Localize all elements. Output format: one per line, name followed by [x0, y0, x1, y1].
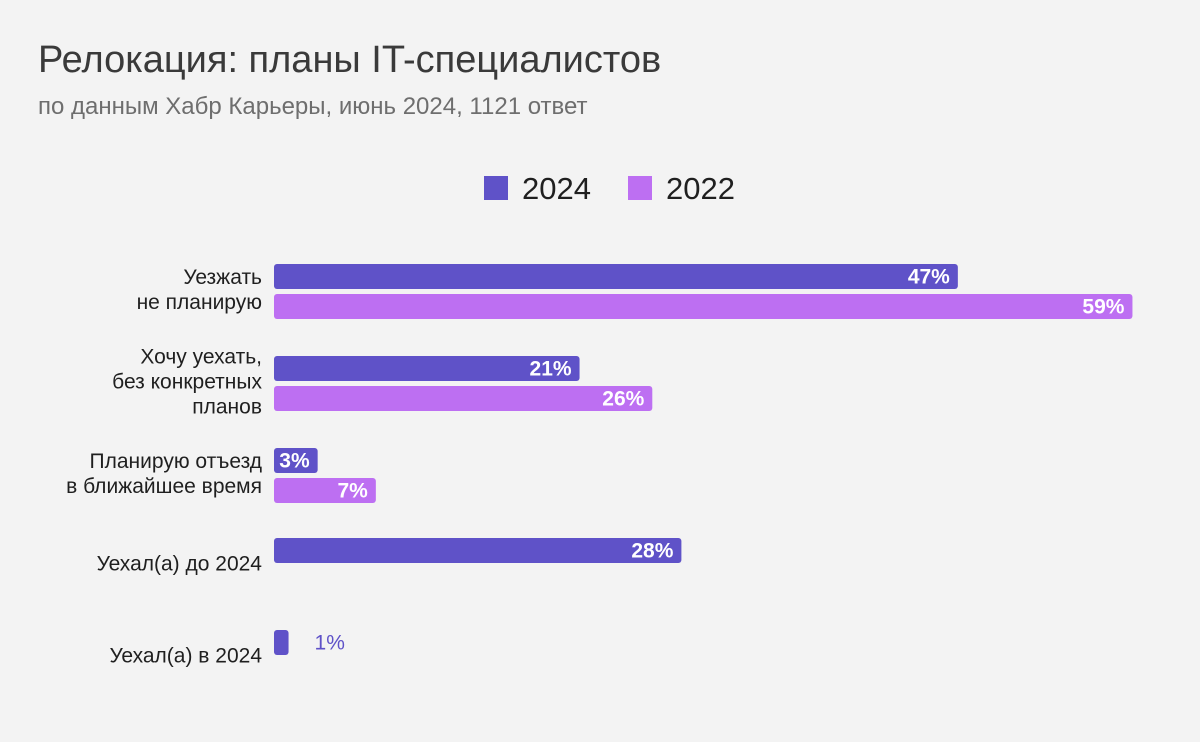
legend: 2024 2022: [484, 171, 735, 206]
bar-2022: [274, 386, 653, 411]
category-label: Уехал(а) в 2024: [109, 645, 262, 668]
category-label: Уехал(а) до 2024: [97, 553, 263, 576]
chart-subtitle: по данным Хабр Карьеры, июнь 2024, 1121 …: [38, 93, 588, 120]
data-label: 59%: [1082, 296, 1124, 319]
legend-label-2024: 2024: [522, 171, 591, 206]
bar-2024: [274, 538, 682, 563]
legend-swatch-2022: [628, 176, 652, 200]
category-label: Хочу уехать, без конкретных планов: [112, 346, 262, 419]
data-label: 21%: [530, 358, 572, 381]
legend-label-2022: 2022: [666, 171, 735, 206]
bar-2024: [274, 356, 580, 381]
bar-2024: [274, 264, 958, 289]
data-label: 28%: [631, 540, 673, 563]
bar-2024: [274, 630, 289, 655]
plot-area: Уезжать не планирую 47% 59% Хочу уехать, без …: [66, 264, 1133, 668]
data-label: 47%: [908, 266, 950, 289]
bar-2022: [274, 294, 1133, 319]
bar-2022: [274, 478, 376, 503]
data-label: 1%: [315, 632, 345, 655]
category-label: Уезжать не планирую: [137, 266, 262, 314]
data-label: 7%: [337, 480, 368, 503]
category-label: Планирую отъезд в ближайшее время: [66, 450, 262, 498]
chart-title: Релокация: планы IT-специалистов: [38, 39, 661, 81]
data-label: 3%: [279, 450, 310, 473]
bar-2024: [274, 448, 318, 473]
legend-swatch-2024: [484, 176, 508, 200]
data-label: 26%: [602, 388, 644, 411]
